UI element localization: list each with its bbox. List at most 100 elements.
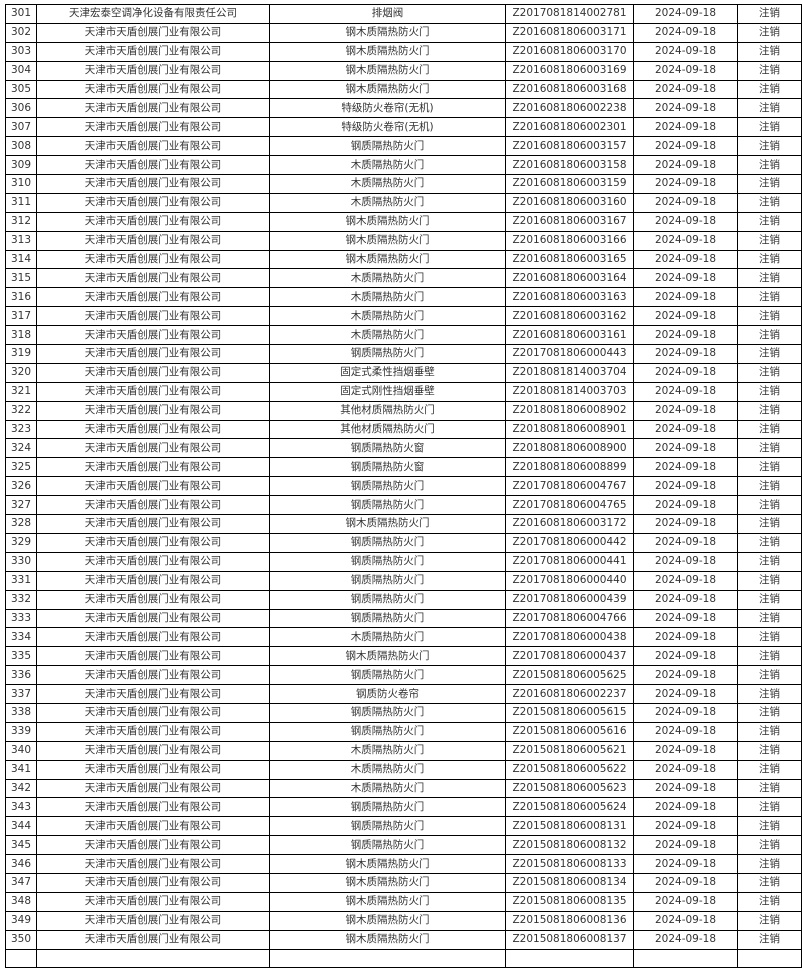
status: 注销 (737, 117, 802, 138)
table-row: 305 天津市天盾创展门业有限公司 钢木质隔热防火门 Z201608180600316… (5, 79, 802, 100)
status: 注销 (737, 362, 802, 383)
row-index: 345 (5, 835, 37, 856)
company-name: 天津市天盾创展门业有限公司 (36, 60, 270, 81)
date: 2024-09-18 (633, 495, 738, 516)
row-index: 306 (5, 98, 37, 119)
status: 注销 (737, 891, 802, 912)
product-name: 钢木质隔热防火门 (269, 646, 506, 667)
table-row: 321 天津市天盾创展门业有限公司 固定式刚性挡烟垂壁 Z20180818140037… (5, 381, 802, 402)
row-index: 320 (5, 362, 37, 383)
company-name: 天津市天盾创展门业有限公司 (36, 684, 270, 704)
empty-cell (737, 948, 802, 968)
certificate-number: Z2018081814003704 (505, 362, 634, 383)
date: 2024-09-18 (633, 627, 738, 648)
certificate-number: Z2016081806002238 (505, 98, 634, 119)
date: 2024-09-18 (633, 98, 738, 119)
table-row: 303 天津市天盾创展门业有限公司 钢木质隔热防火门 Z201608180600317… (5, 41, 802, 62)
product-name: 排烟阀 (269, 4, 506, 24)
row-index: 317 (5, 306, 37, 327)
table-row: 318 天津市天盾创展门业有限公司 木质隔热防火门 Z2016081806003161… (5, 325, 802, 346)
date: 2024-09-18 (633, 665, 738, 686)
row-index: 341 (5, 759, 37, 780)
date: 2024-09-18 (633, 117, 738, 138)
status: 注销 (737, 589, 802, 610)
company-name: 天津市天盾创展门业有限公司 (36, 419, 270, 440)
date: 2024-09-18 (633, 872, 738, 893)
product-name: 钢质隔热防火窗 (269, 438, 506, 459)
row-index: 344 (5, 816, 37, 837)
company-name: 天津市天盾创展门业有限公司 (36, 249, 270, 270)
status: 注销 (737, 665, 802, 686)
status: 注销 (737, 759, 802, 780)
product-name: 木质隔热防火门 (269, 759, 506, 780)
product-name: 木质隔热防火门 (269, 740, 506, 761)
certificate-number: Z2017081806000439 (505, 589, 634, 610)
date: 2024-09-18 (633, 41, 738, 62)
table-row: 320 天津市天盾创展门业有限公司 固定式柔性挡烟垂壁 Z20180818140037… (5, 362, 802, 383)
product-name: 钢质隔热防火门 (269, 608, 506, 629)
company-name: 天津市天盾创展门业有限公司 (36, 476, 270, 497)
product-name: 木质隔热防火门 (269, 287, 506, 308)
company-name: 天津市天盾创展门业有限公司 (36, 457, 270, 478)
date: 2024-09-18 (633, 4, 738, 24)
date: 2024-09-18 (633, 570, 738, 591)
certificate-number: Z2015081806008133 (505, 854, 634, 874)
company-name: 天津市天盾创展门业有限公司 (36, 816, 270, 837)
table-row: 312 天津市天盾创展门业有限公司 钢木质隔热防火门 Z201608180600316… (5, 211, 802, 232)
status: 注销 (737, 532, 802, 553)
status: 注销 (737, 570, 802, 591)
empty-cell (36, 948, 270, 968)
company-name: 天津市天盾创展门业有限公司 (36, 759, 270, 780)
table-row: 310 天津市天盾创展门业有限公司 木质隔热防火门 Z2016081806003159… (5, 174, 802, 194)
table-row: 347 天津市天盾创展门业有限公司 钢木质隔热防火门 Z201508180600813… (5, 872, 802, 893)
certificate-number: Z2015081806008136 (505, 910, 634, 931)
row-index: 327 (5, 495, 37, 516)
status: 注销 (737, 910, 802, 931)
status: 注销 (737, 797, 802, 818)
product-name: 钢质隔热防火门 (269, 344, 506, 364)
date: 2024-09-18 (633, 532, 738, 553)
row-index: 328 (5, 514, 37, 534)
company-name: 天津市天盾创展门业有限公司 (36, 797, 270, 818)
table-row: 343 天津市天盾创展门业有限公司 钢质隔热防火门 Z2015081806005624… (5, 797, 802, 818)
product-name: 钢质隔热防火门 (269, 702, 506, 723)
row-index: 322 (5, 400, 37, 421)
product-name: 木质隔热防火门 (269, 192, 506, 213)
row-index: 315 (5, 268, 37, 289)
certificate-number: Z2016081806003162 (505, 306, 634, 327)
company-name: 天津市天盾创展门业有限公司 (36, 721, 270, 742)
status: 注销 (737, 457, 802, 478)
row-index: 339 (5, 721, 37, 742)
table-row: 314 天津市天盾创展门业有限公司 钢木质隔热防火门 Z201608180600316… (5, 249, 802, 270)
certificate-number: Z2016081806003159 (505, 174, 634, 194)
product-name: 钢质隔热防火门 (269, 721, 506, 742)
status: 注销 (737, 872, 802, 893)
table-row: 341 天津市天盾创展门业有限公司 木质隔热防火门 Z2015081806005622… (5, 759, 802, 780)
table-row: 309 天津市天盾创展门业有限公司 木质隔热防火门 Z2016081806003158… (5, 155, 802, 176)
company-name: 天津市天盾创展门业有限公司 (36, 589, 270, 610)
product-name: 钢质隔热防火门 (269, 816, 506, 837)
table-row: 333 天津市天盾创展门业有限公司 钢质隔热防火门 Z2017081806004766… (5, 608, 802, 629)
row-index: 314 (5, 249, 37, 270)
row-index: 350 (5, 929, 37, 950)
date: 2024-09-18 (633, 211, 738, 232)
company-name: 天津市天盾创展门业有限公司 (36, 514, 270, 534)
company-name: 天津市天盾创展门业有限公司 (36, 22, 270, 43)
product-name: 钢木质隔热防火门 (269, 22, 506, 43)
product-name: 木质隔热防火门 (269, 325, 506, 346)
status: 注销 (737, 476, 802, 497)
company-name: 天津市天盾创展门业有限公司 (36, 929, 270, 950)
status: 注销 (737, 22, 802, 43)
table-row: 311 天津市天盾创展门业有限公司 木质隔热防火门 Z2016081806003160… (5, 192, 802, 213)
company-name: 天津市天盾创展门业有限公司 (36, 495, 270, 516)
product-name: 钢木质隔热防火门 (269, 929, 506, 950)
product-name: 钢质隔热防火门 (269, 835, 506, 856)
row-index: 310 (5, 174, 37, 194)
company-name: 天津市天盾创展门业有限公司 (36, 381, 270, 402)
certificate-number: Z2015081806005616 (505, 721, 634, 742)
company-name: 天津市天盾创展门业有限公司 (36, 400, 270, 421)
status: 注销 (737, 136, 802, 157)
company-name: 天津市天盾创展门业有限公司 (36, 854, 270, 874)
date: 2024-09-18 (633, 230, 738, 251)
product-name: 钢质隔热防火门 (269, 495, 506, 516)
